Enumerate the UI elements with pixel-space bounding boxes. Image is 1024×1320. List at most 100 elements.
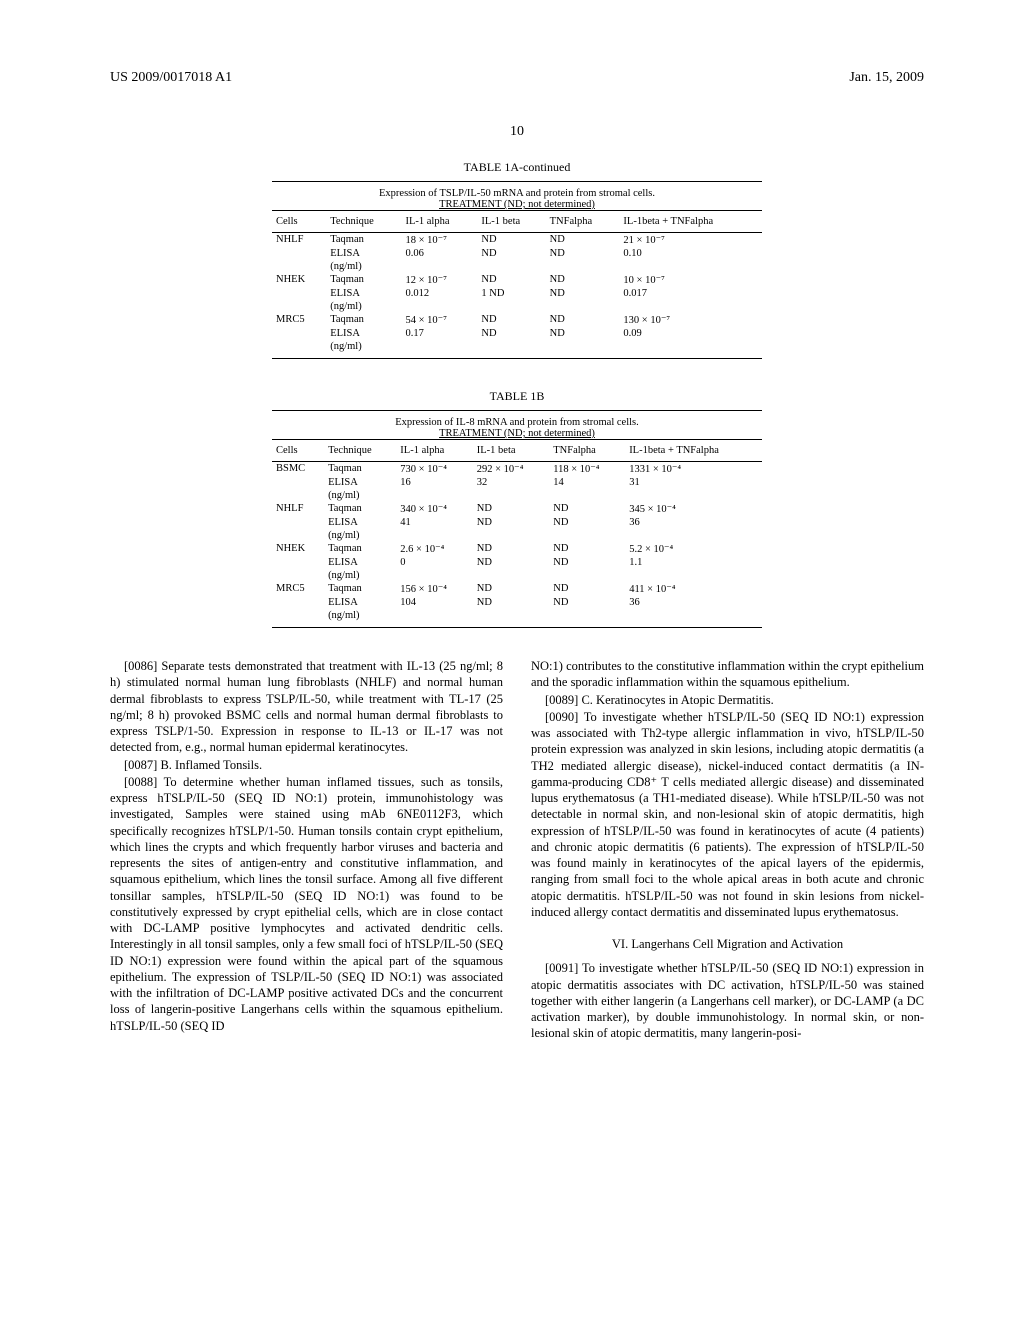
table-cell: 31 [625, 476, 762, 489]
table-cell [619, 260, 762, 273]
table-column-header: IL-1 alpha [396, 440, 472, 462]
table-cell [272, 596, 324, 609]
para-text: To determine whether human inflamed tiss… [110, 775, 503, 1033]
table-cell: NHEK [272, 273, 326, 287]
table-cell: 104 [396, 596, 472, 609]
table-row: ELISA41NDND36 [272, 516, 762, 529]
table-cell [272, 300, 326, 313]
table-1b: TABLE 1B Expression of IL-8 mRNA and pro… [272, 389, 762, 628]
table-cell: 21 × 10⁻⁷ [619, 233, 762, 248]
table-row: BSMCTaqman730 × 10⁻⁴292 × 10⁻⁴118 × 10⁻⁴… [272, 462, 762, 477]
table-cell: 14 [549, 476, 625, 489]
para-text: To investigate whether hTSLP/IL-50 (SEQ … [531, 710, 924, 919]
para-label: [0090] [545, 710, 578, 724]
para-text: C. Keratinocytes in Atopic Dermatitis. [578, 693, 773, 707]
table-cell: 345 × 10⁻⁴ [625, 502, 762, 516]
para-text: B. Inflamed Tonsils. [157, 758, 262, 772]
table-column-header: Cells [272, 440, 324, 462]
table-cell: (ng/ml) [324, 569, 396, 582]
table-cell: ND [473, 582, 549, 596]
table-row: (ng/ml) [272, 609, 762, 628]
table-cell: Taqman [324, 542, 396, 556]
table-cell [272, 516, 324, 529]
table-cell: MRC5 [272, 313, 326, 327]
table-cell: 18 × 10⁻⁷ [401, 233, 477, 248]
table-cell [625, 569, 762, 582]
table-cell: ELISA [326, 327, 401, 340]
table-cell: (ng/ml) [326, 300, 401, 313]
table-1a-caption-line1: Expression of TSLP/IL-50 mRNA and protei… [379, 188, 655, 199]
table-cell [272, 476, 324, 489]
table-cell: ND [473, 502, 549, 516]
table-cell [401, 300, 477, 313]
table-row: (ng/ml) [272, 529, 762, 542]
table-cell: ND [477, 313, 545, 327]
table-cell [401, 260, 477, 273]
table-cell: ND [546, 273, 620, 287]
table-1a-caption-line2: TREATMENT (ND; not determined) [439, 199, 595, 210]
para-0086: [0086] Separate tests demonstrated that … [110, 658, 503, 756]
table-cell: 292 × 10⁻⁴ [473, 462, 549, 477]
table-row: NHLFTaqman18 × 10⁻⁷NDND21 × 10⁻⁷ [272, 233, 762, 248]
body-text-columns: [0086] Separate tests demonstrated that … [110, 658, 924, 1042]
para-0088-cont: NO:1) contributes to the constitutive in… [531, 658, 924, 691]
table-cell [546, 300, 620, 313]
para-label: [0089] [545, 693, 578, 707]
table-cell [396, 609, 472, 628]
para-text: Separate tests demonstrated that treatme… [110, 659, 503, 754]
table-cell: ND [473, 556, 549, 569]
table-cell [272, 529, 324, 542]
table-column-header: IL-1 beta [477, 211, 545, 233]
table-cell [549, 569, 625, 582]
table-cell [619, 340, 762, 359]
table-cell: ELISA [324, 596, 396, 609]
table-cell: ELISA [326, 247, 401, 260]
table-cell: 340 × 10⁻⁴ [396, 502, 472, 516]
table-cell: Taqman [326, 233, 401, 248]
table-cell: (ng/ml) [324, 609, 396, 628]
table-cell [473, 529, 549, 542]
table-column-header: Cells [272, 211, 326, 233]
table-cell: MRC5 [272, 582, 324, 596]
table-cell: 12 × 10⁻⁷ [401, 273, 477, 287]
table-row: (ng/ml) [272, 300, 762, 313]
table-cell: ND [473, 516, 549, 529]
table-cell: 10 × 10⁻⁷ [619, 273, 762, 287]
table-column-header: TNFalpha [549, 440, 625, 462]
table-cell: ND [546, 313, 620, 327]
para-label: [0091] [545, 961, 578, 975]
table-row: (ng/ml) [272, 489, 762, 502]
table-1b-title: TABLE 1B [272, 389, 762, 404]
table-cell [396, 529, 472, 542]
table-cell: 0.10 [619, 247, 762, 260]
table-cell: 0 [396, 556, 472, 569]
table-cell: 1.1 [625, 556, 762, 569]
table-cell: Taqman [324, 582, 396, 596]
table-cell: ND [546, 287, 620, 300]
table-cell: ELISA [324, 556, 396, 569]
table-column-header: IL-1 beta [473, 440, 549, 462]
table-cell: NHLF [272, 233, 326, 248]
table-cell [272, 340, 326, 359]
table-cell: 54 × 10⁻⁷ [401, 313, 477, 327]
table-cell: Taqman [326, 313, 401, 327]
table-1b-caption-line2: TREATMENT (ND; not determined) [439, 428, 595, 439]
table-cell: ND [549, 502, 625, 516]
table-cell [625, 489, 762, 502]
table-cell: ND [549, 596, 625, 609]
table-cell: NHLF [272, 502, 324, 516]
table-cell: 1331 × 10⁻⁴ [625, 462, 762, 477]
table-cell [619, 300, 762, 313]
table-cell: Taqman [326, 273, 401, 287]
table-cell [473, 569, 549, 582]
table-cell [272, 489, 324, 502]
table-cell: ND [473, 542, 549, 556]
table-cell: 118 × 10⁻⁴ [549, 462, 625, 477]
table-column-header: TNFalpha [546, 211, 620, 233]
table-row: ELISA0.06NDND0.10 [272, 247, 762, 260]
table-cell: 0.09 [619, 327, 762, 340]
para-0090: [0090] To investigate whether hTSLP/IL-5… [531, 709, 924, 920]
table-row: ELISA104NDND36 [272, 596, 762, 609]
table-cell [549, 489, 625, 502]
page: US 2009/0017018 A1 Jan. 15, 2009 10 TABL… [0, 0, 1024, 1320]
